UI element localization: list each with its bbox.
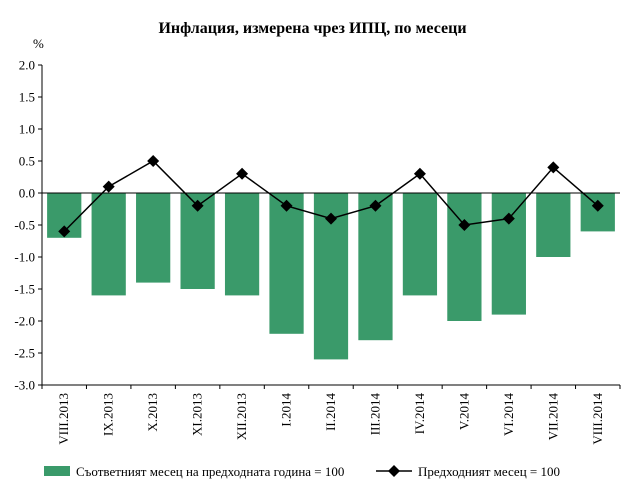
x-tick-label: VII.2014 [545,393,560,441]
bar [224,193,260,296]
x-tick-label: II.2014 [323,393,338,431]
y-tick-label: 0.0 [19,186,35,201]
y-tick-label: -3.0 [14,378,35,393]
x-tick-label: III.2014 [367,393,382,436]
line-point [280,199,293,212]
legend-label-bar: Съответният месец на предходната година … [76,464,344,479]
bar [91,193,126,296]
y-tick-label: -2.0 [14,314,35,329]
bar [269,193,304,334]
x-tick-label: VI.2014 [501,393,516,436]
x-tick-label: XI.2013 [190,393,205,436]
line-point [458,219,471,231]
y-axis-label: % [33,36,44,51]
legend-label-line: Предходният месец = 100 [418,464,560,479]
line-point [102,180,115,193]
x-tick-labels: VIII.2013 IX.2013 X.2013 XI.2013 XII.2013 I.2… [56,393,605,445]
legend: Съответният месец на предходната година … [44,464,560,479]
line-point [369,199,382,212]
line-point [147,155,160,167]
line-point [58,225,71,238]
x-tick-label: IX.2013 [101,393,116,436]
bar [358,193,393,341]
x-tick-label: X.2013 [145,393,160,432]
legend-swatch-bar [44,466,70,476]
y-tick-label: 1.5 [19,90,35,105]
line-point [502,212,515,225]
line-point [591,199,604,212]
bar [402,193,438,296]
line-point [191,199,204,212]
bar [447,193,482,321]
bar [536,193,571,257]
y-tick-labels: 2.0 1.5 1.0 0.5 0.0 -0.5 -1.0 -1.5 -2.0 -2.5 -3.0 [14,58,35,393]
y-tick-label: -2.5 [14,346,35,361]
line-point [547,161,560,174]
bars-layer [47,193,615,360]
x-tick-label: VIII.2014 [590,393,605,445]
x-tick-label: XII.2013 [234,393,249,440]
y-tick-label: 0.5 [19,154,35,169]
legend-swatch-marker [388,465,400,477]
x-tick-label: VIII.2013 [56,393,71,445]
chart-title: Инфлация, измерена чрез ИПЦ, по месеци [158,20,467,37]
line-layer [58,155,604,238]
bar [580,193,615,232]
line-point [413,167,426,180]
y-tick-label: -1.5 [14,282,35,297]
y-tick-label: 2.0 [19,58,35,73]
line-point [236,167,249,180]
y-tick-label: 1.0 [19,122,35,137]
axes-layer [38,64,621,389]
bar [136,193,171,283]
line-point [325,212,337,225]
y-tick-label: -1.0 [14,250,35,265]
bar [491,193,526,315]
x-tick-label: V.2014 [456,393,471,430]
x-tick-label: IV.2014 [412,393,427,435]
x-tick-label: I.2014 [279,393,294,427]
y-tick-label: -0.5 [14,218,35,233]
